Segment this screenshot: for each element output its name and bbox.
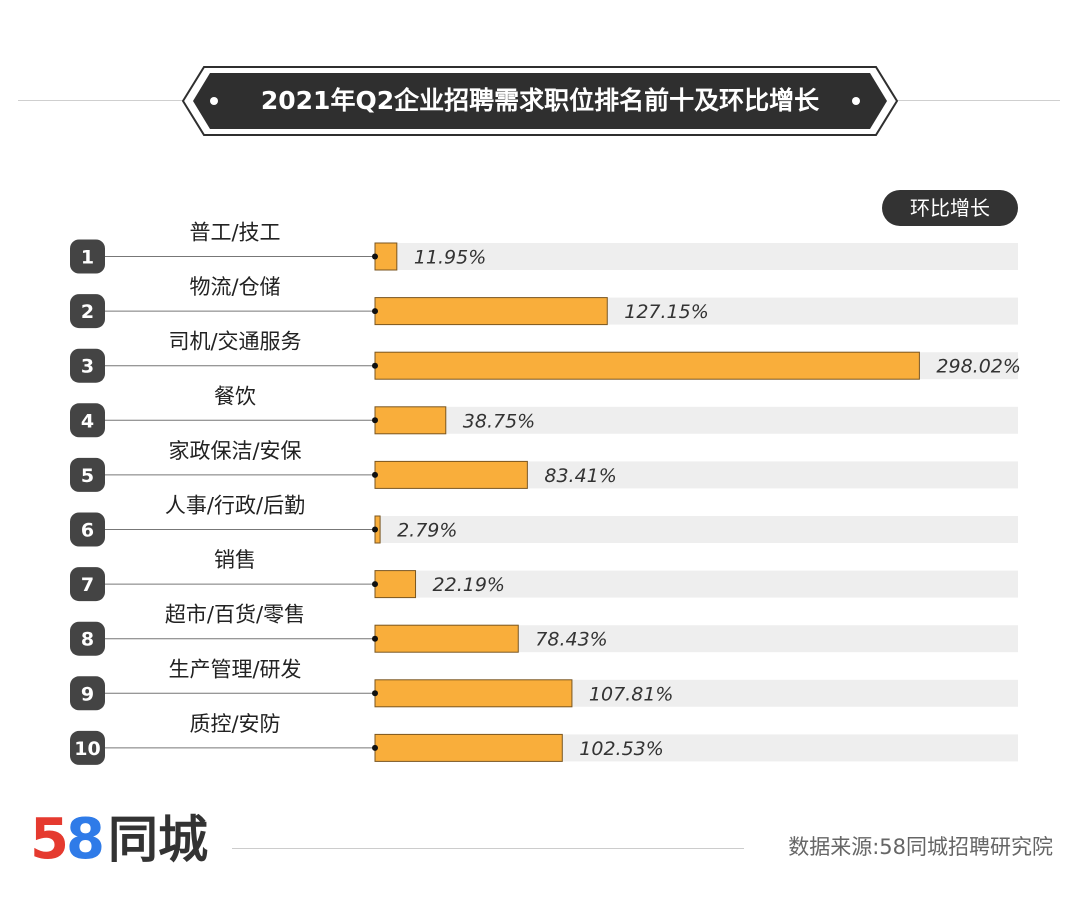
bar-anchor-dot — [372, 581, 378, 588]
logo-text: 同城 — [108, 811, 208, 869]
category-label: 物流/仓储 — [189, 275, 280, 299]
category-label: 生产管理/研发 — [168, 657, 301, 681]
value-label: 2.79% — [397, 520, 457, 542]
category-label: 销售 — [214, 548, 256, 572]
rank-number: 3 — [81, 356, 94, 378]
title-bullet-right — [852, 97, 860, 105]
title-hexagon — [182, 66, 898, 136]
category-label: 普工/技工 — [189, 221, 280, 245]
rank-number: 8 — [81, 629, 94, 651]
value-label: 102.53% — [579, 738, 664, 760]
category-label: 质控/安防 — [189, 712, 280, 736]
bar-track — [375, 516, 1018, 543]
category-label: 家政保洁/安保 — [168, 439, 301, 463]
bar-anchor-dot — [372, 690, 378, 697]
value-label: 298.02% — [936, 356, 1021, 378]
bar — [374, 297, 608, 326]
rank-number: 2 — [81, 301, 94, 323]
rank-badge — [70, 457, 105, 492]
rank-badge — [70, 239, 105, 274]
title-bullet-left — [210, 97, 218, 105]
rank-badge — [70, 567, 105, 602]
rank-number: 1 — [81, 247, 94, 269]
bar-anchor-dot — [372, 417, 378, 424]
value-label: 38.75% — [463, 410, 535, 432]
bar — [374, 733, 563, 762]
bar — [374, 460, 528, 489]
category-label: 超市/百货/零售 — [165, 603, 305, 627]
bar-track — [375, 570, 1018, 598]
title-divider-left — [18, 100, 190, 101]
bar — [374, 679, 573, 708]
bar-anchor-dot — [372, 526, 378, 533]
chart-title: 2021年Q2企业招聘需求职位排名前十及环比增长 — [260, 86, 820, 115]
bar — [374, 351, 920, 380]
rank-badge — [70, 730, 105, 765]
bar — [374, 242, 398, 271]
rank-number: 6 — [81, 520, 94, 542]
category-label: 餐饮 — [214, 384, 256, 408]
bar-anchor-dot — [372, 253, 378, 260]
rank-badge — [70, 403, 105, 438]
value-label: 107.81% — [589, 683, 674, 705]
rank-number: 10 — [74, 738, 100, 760]
value-label: 78.43% — [535, 629, 607, 651]
bar-anchor-dot — [372, 308, 378, 315]
value-label: 83.41% — [544, 465, 616, 487]
rank-badge — [70, 676, 105, 711]
rank-number: 7 — [81, 574, 94, 596]
bar-anchor-dot — [372, 362, 378, 369]
bar — [374, 624, 519, 653]
bar — [374, 570, 417, 599]
bar-track — [375, 406, 1018, 434]
rank-number: 4 — [81, 410, 94, 432]
data-source: 数据来源:58同城招聘研究院 — [788, 835, 1053, 859]
bar-track — [375, 243, 1018, 270]
bar-anchor-dot — [372, 471, 378, 478]
rank-badge — [70, 294, 105, 329]
title-divider-right — [888, 100, 1060, 101]
value-label: 22.19% — [433, 574, 505, 596]
rank-badge — [70, 621, 105, 656]
category-label: 人事/行政/后勤 — [165, 494, 305, 518]
title-banner: 2021年Q2企业招聘需求职位排名前十及环比增长 — [0, 66, 1080, 136]
value-label: 127.15% — [624, 301, 709, 323]
bar-anchor-dot — [372, 744, 378, 751]
legend-badge: 环比增长 — [882, 190, 1018, 226]
category-label: 司机/交通服务 — [168, 330, 301, 354]
rank-badge — [70, 348, 105, 383]
rank-number: 9 — [81, 683, 94, 705]
value-label: 11.95% — [414, 247, 486, 269]
rank-number: 5 — [81, 465, 94, 487]
bar-anchor-dot — [372, 635, 378, 642]
bar — [374, 406, 447, 435]
logo-58: 58 — [30, 807, 105, 872]
footer-divider — [232, 848, 744, 849]
rank-badge — [70, 512, 105, 547]
